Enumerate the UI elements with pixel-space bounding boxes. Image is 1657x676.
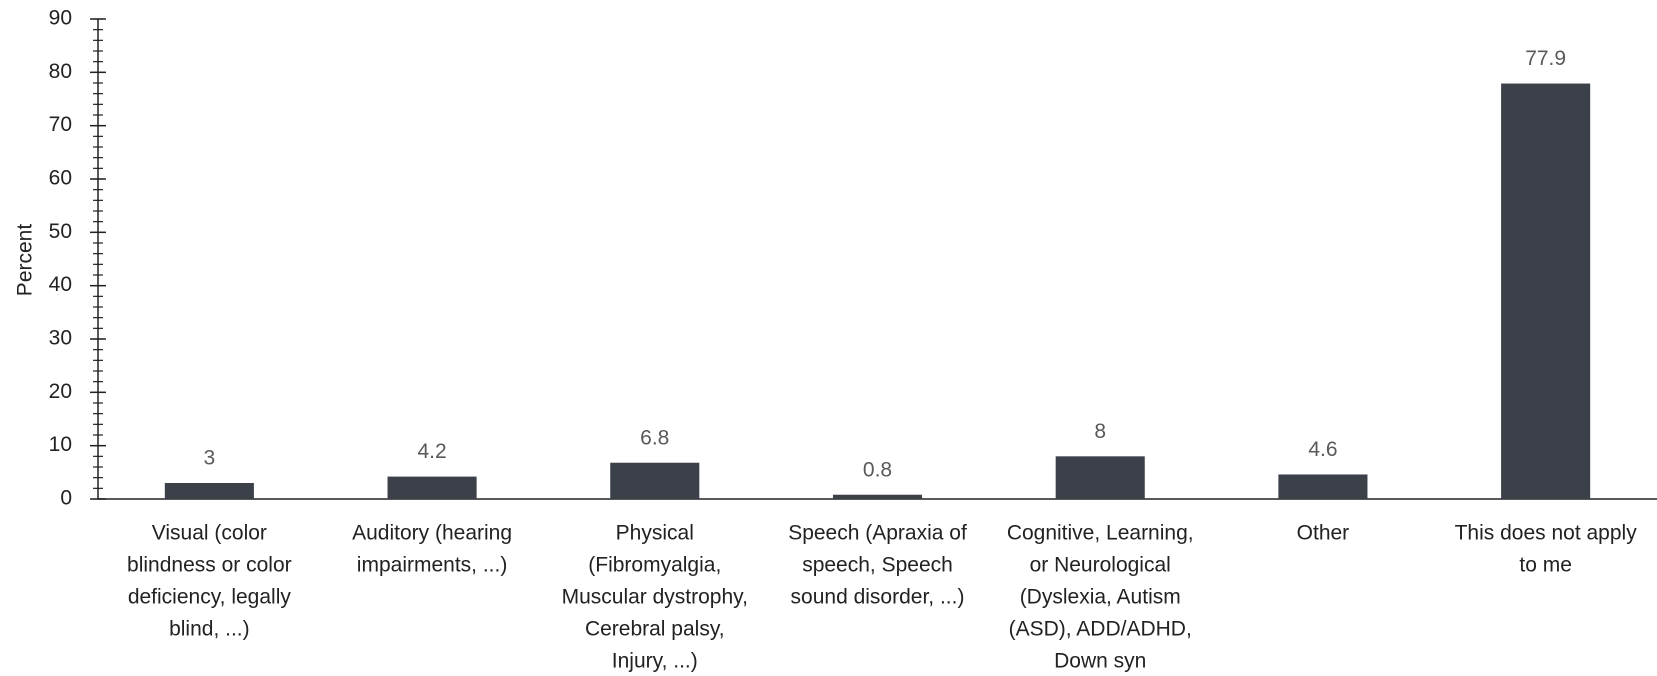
y-tick-label: 10 (49, 433, 72, 456)
x-tick-label: Cognitive, Learning, (1007, 522, 1194, 545)
x-tick-label: Visual (color (152, 522, 267, 545)
value-label: 77.9 (1525, 47, 1566, 70)
value-label: 4.6 (1308, 438, 1337, 461)
x-tick-label: Speech (Apraxia of (788, 522, 967, 545)
bar (387, 476, 477, 499)
value-label: 0.8 (863, 458, 892, 481)
bar (164, 483, 254, 499)
x-tick-label: Physical (616, 522, 694, 545)
x-tick-label: Cerebral palsy, (585, 618, 725, 641)
x-tick-label: Auditory (hearing (352, 522, 512, 545)
bar (1501, 83, 1591, 500)
y-tick-label: 0 (60, 487, 72, 510)
x-tick-label: (ASD), ADD/ADHD, (1009, 618, 1192, 641)
bar (832, 494, 923, 499)
y-tick-label: 70 (49, 113, 72, 136)
x-tick-label: blind, ...) (169, 618, 250, 641)
x-tick-label: blindness or color (127, 554, 292, 577)
value-label: 8 (1094, 420, 1106, 443)
x-tick-label: Injury, ...) (612, 650, 698, 673)
bar (1055, 456, 1145, 499)
y-tick-label: 90 (49, 7, 72, 30)
x-tick-label: or Neurological (1030, 554, 1171, 577)
value-label: 3 (204, 447, 216, 470)
x-tick-label: (Fibromyalgia, (588, 554, 721, 577)
value-label: 6.8 (640, 426, 669, 449)
x-tick-label: Other (1297, 522, 1350, 545)
x-tick-label: sound disorder, ...) (791, 586, 965, 609)
x-tick-label: to me (1519, 554, 1572, 577)
value-label: 4.2 (417, 440, 446, 463)
y-tick-label: 60 (49, 167, 72, 190)
y-tick-label: 50 (49, 220, 72, 243)
x-tick-label: speech, Speech (802, 554, 953, 577)
y-axis-label: Percent (14, 224, 37, 297)
x-tick-label: Muscular dystrophy, (562, 586, 748, 609)
x-tick-label: impairments, ...) (357, 554, 508, 577)
x-tick-label: (Dyslexia, Autism (1020, 586, 1181, 609)
x-tick-label: Down syn (1054, 650, 1146, 673)
y-tick-label: 20 (49, 380, 72, 403)
y-tick-label: 30 (49, 327, 72, 350)
x-tick-label: deficiency, legally (128, 586, 292, 609)
bar (1278, 474, 1368, 499)
x-tick-label: This does not apply (1455, 522, 1638, 545)
y-tick-label: 40 (49, 273, 72, 296)
y-tick-label: 80 (49, 60, 72, 83)
bar (610, 462, 700, 499)
